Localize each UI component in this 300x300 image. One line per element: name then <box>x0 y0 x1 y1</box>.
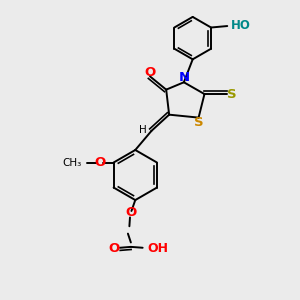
Text: S: S <box>194 116 203 129</box>
Text: OH: OH <box>148 242 169 255</box>
Text: O: O <box>95 156 106 169</box>
Text: H: H <box>140 125 147 135</box>
Text: O: O <box>109 242 120 255</box>
Text: O: O <box>126 206 137 219</box>
Text: O: O <box>144 66 155 79</box>
Text: HO: HO <box>231 19 251 32</box>
Text: S: S <box>227 88 236 101</box>
Text: N: N <box>178 71 189 84</box>
Text: CH₃: CH₃ <box>63 158 82 167</box>
